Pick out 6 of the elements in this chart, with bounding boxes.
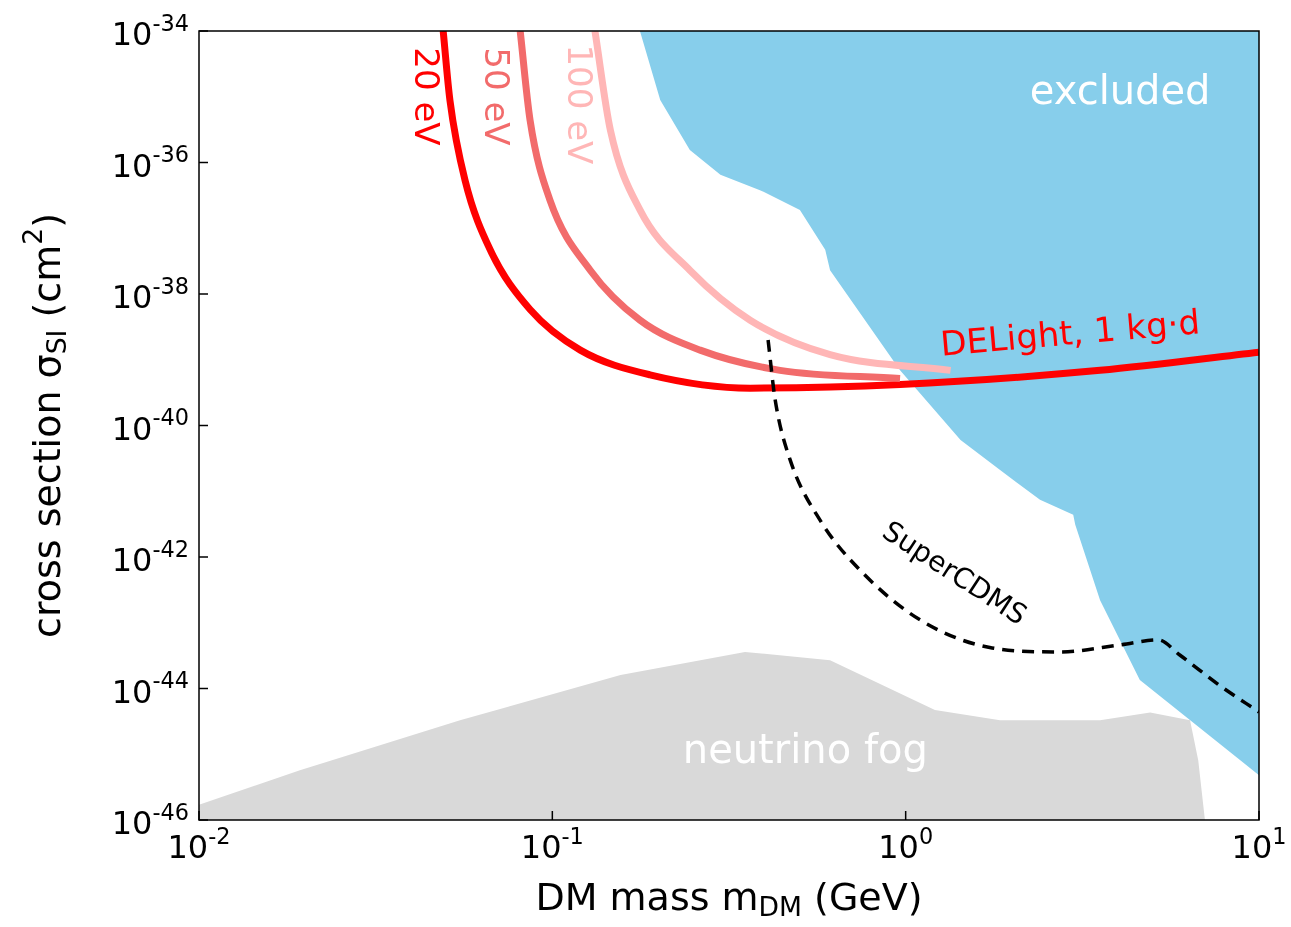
y-axis-title: cross section σSI (cm2) bbox=[17, 213, 73, 638]
text: 100 eV bbox=[559, 44, 600, 165]
annotation: DELight, 1 kg·d bbox=[938, 301, 1202, 364]
text: 50 eV bbox=[476, 47, 517, 146]
text: 20 eV bbox=[406, 47, 447, 146]
series-label: excluded bbox=[1029, 66, 1211, 113]
